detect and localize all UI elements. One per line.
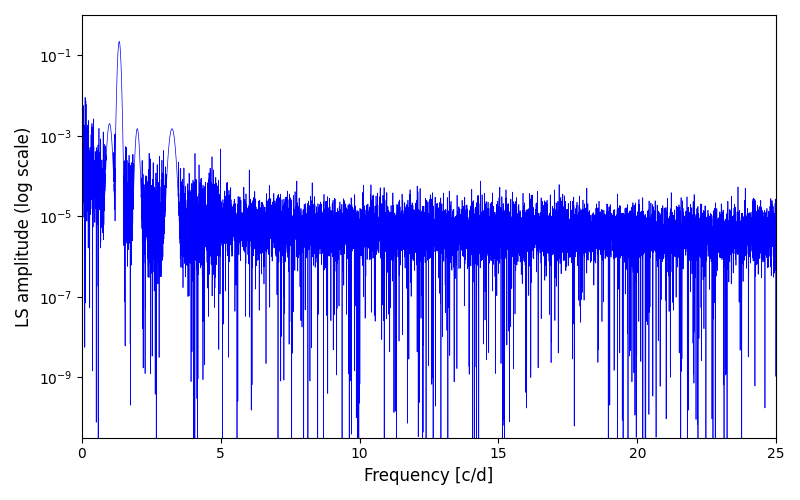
X-axis label: Frequency [c/d]: Frequency [c/d]: [364, 467, 494, 485]
Y-axis label: LS amplitude (log scale): LS amplitude (log scale): [15, 126, 33, 326]
